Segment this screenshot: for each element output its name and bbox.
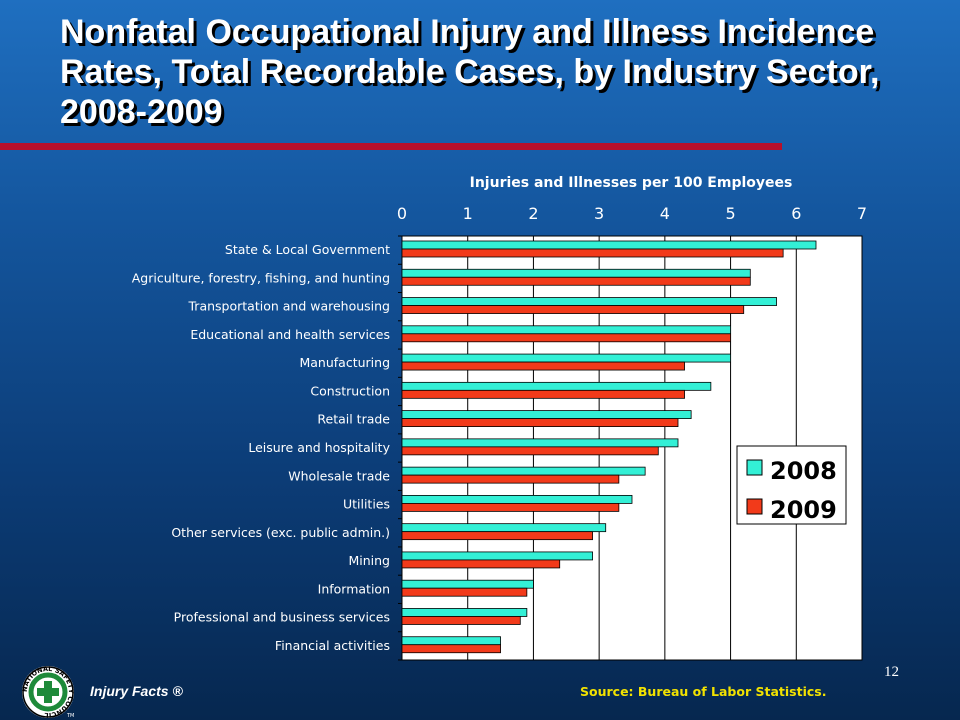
category-label: Professional and business services	[174, 610, 390, 625]
category-label: Construction	[310, 383, 390, 398]
bar-2009	[401, 276, 751, 286]
x-tick-label: 3	[594, 204, 604, 223]
bar-2009	[401, 389, 685, 399]
bar-2008	[401, 410, 692, 420]
bar-2009	[401, 559, 561, 569]
bar-2009	[401, 418, 679, 428]
category-label: Transportation and warehousing	[188, 299, 391, 314]
bar-2009	[401, 305, 745, 314]
bar-2008	[401, 579, 534, 589]
category-label: Mining	[348, 553, 390, 568]
x-tick-label: 7	[857, 204, 867, 223]
category-label: Manufacturing	[299, 355, 390, 370]
x-tick-label: 4	[660, 204, 670, 223]
bar-2009	[401, 446, 659, 456]
x-tick-label: 1	[463, 204, 473, 223]
category-label: Other services (exc. public admin.)	[171, 525, 390, 540]
x-tick-label: 0	[397, 204, 407, 223]
category-label: Utilities	[343, 497, 390, 512]
bar-2009	[401, 361, 685, 371]
legend-label-2008: 2008	[770, 457, 837, 485]
category-label: Information	[318, 581, 390, 596]
category-label: Leisure and hospitality	[248, 440, 390, 455]
bar-2008	[401, 494, 633, 504]
category-label: Educational and health services	[190, 327, 390, 342]
safety-council-logo: NATIONAL SAFETY COUNCIL TM	[21, 665, 75, 719]
bar-2008	[401, 608, 528, 617]
title-rule	[0, 143, 782, 150]
bar-2009	[401, 333, 731, 343]
category-label: Wholesale trade	[288, 468, 390, 483]
bar-2008	[401, 466, 646, 476]
bar-2008	[401, 636, 501, 646]
legend-swatch-2008	[746, 459, 763, 476]
bar-2008	[401, 438, 679, 448]
category-label: Financial activities	[275, 638, 390, 653]
bar-2008	[401, 523, 607, 533]
page-number: 12	[884, 664, 899, 680]
bar-2008	[401, 551, 593, 561]
bar-2009	[401, 644, 501, 654]
bar-2008	[401, 268, 751, 278]
category-label: State & Local Government	[225, 242, 390, 257]
logo-trademark: TM	[66, 713, 74, 719]
legend-label-2009: 2009	[770, 496, 837, 524]
bar-2009	[401, 531, 593, 541]
x-tick-label: 2	[528, 204, 538, 223]
legend: 2008 2009	[736, 445, 847, 525]
x-tick-label: 6	[791, 204, 801, 223]
chart-title: Injuries and Illnesses per 100 Employees	[470, 175, 793, 191]
category-label: Agriculture, forestry, fishing, and hunt…	[132, 270, 390, 285]
bars	[401, 240, 817, 654]
slide-title: Nonfatal Occupational Injury and Illness…	[60, 13, 880, 131]
bar-2008	[401, 297, 777, 306]
bar-2009	[401, 616, 521, 625]
bar-2008	[401, 325, 731, 335]
bar-2009	[401, 502, 620, 512]
x-axis: 0 1 2 3 4 5 6 7	[397, 204, 867, 223]
x-tick-label: 5	[725, 204, 735, 223]
injury-facts-brand: Injury Facts ®	[90, 683, 183, 699]
source-note: Source: Bureau of Labor Statistics.	[580, 684, 827, 699]
category-label: Retail trade	[317, 412, 390, 427]
bar-2008	[401, 240, 817, 250]
y-axis-labels: State & Local Government Agriculture, for…	[132, 235, 402, 661]
bar-2009	[401, 474, 620, 484]
bar-2009	[401, 587, 528, 597]
bar-2009	[401, 248, 784, 258]
legend-swatch-2009	[746, 498, 763, 515]
bar-2008	[401, 353, 731, 363]
bar-2008	[401, 381, 712, 391]
